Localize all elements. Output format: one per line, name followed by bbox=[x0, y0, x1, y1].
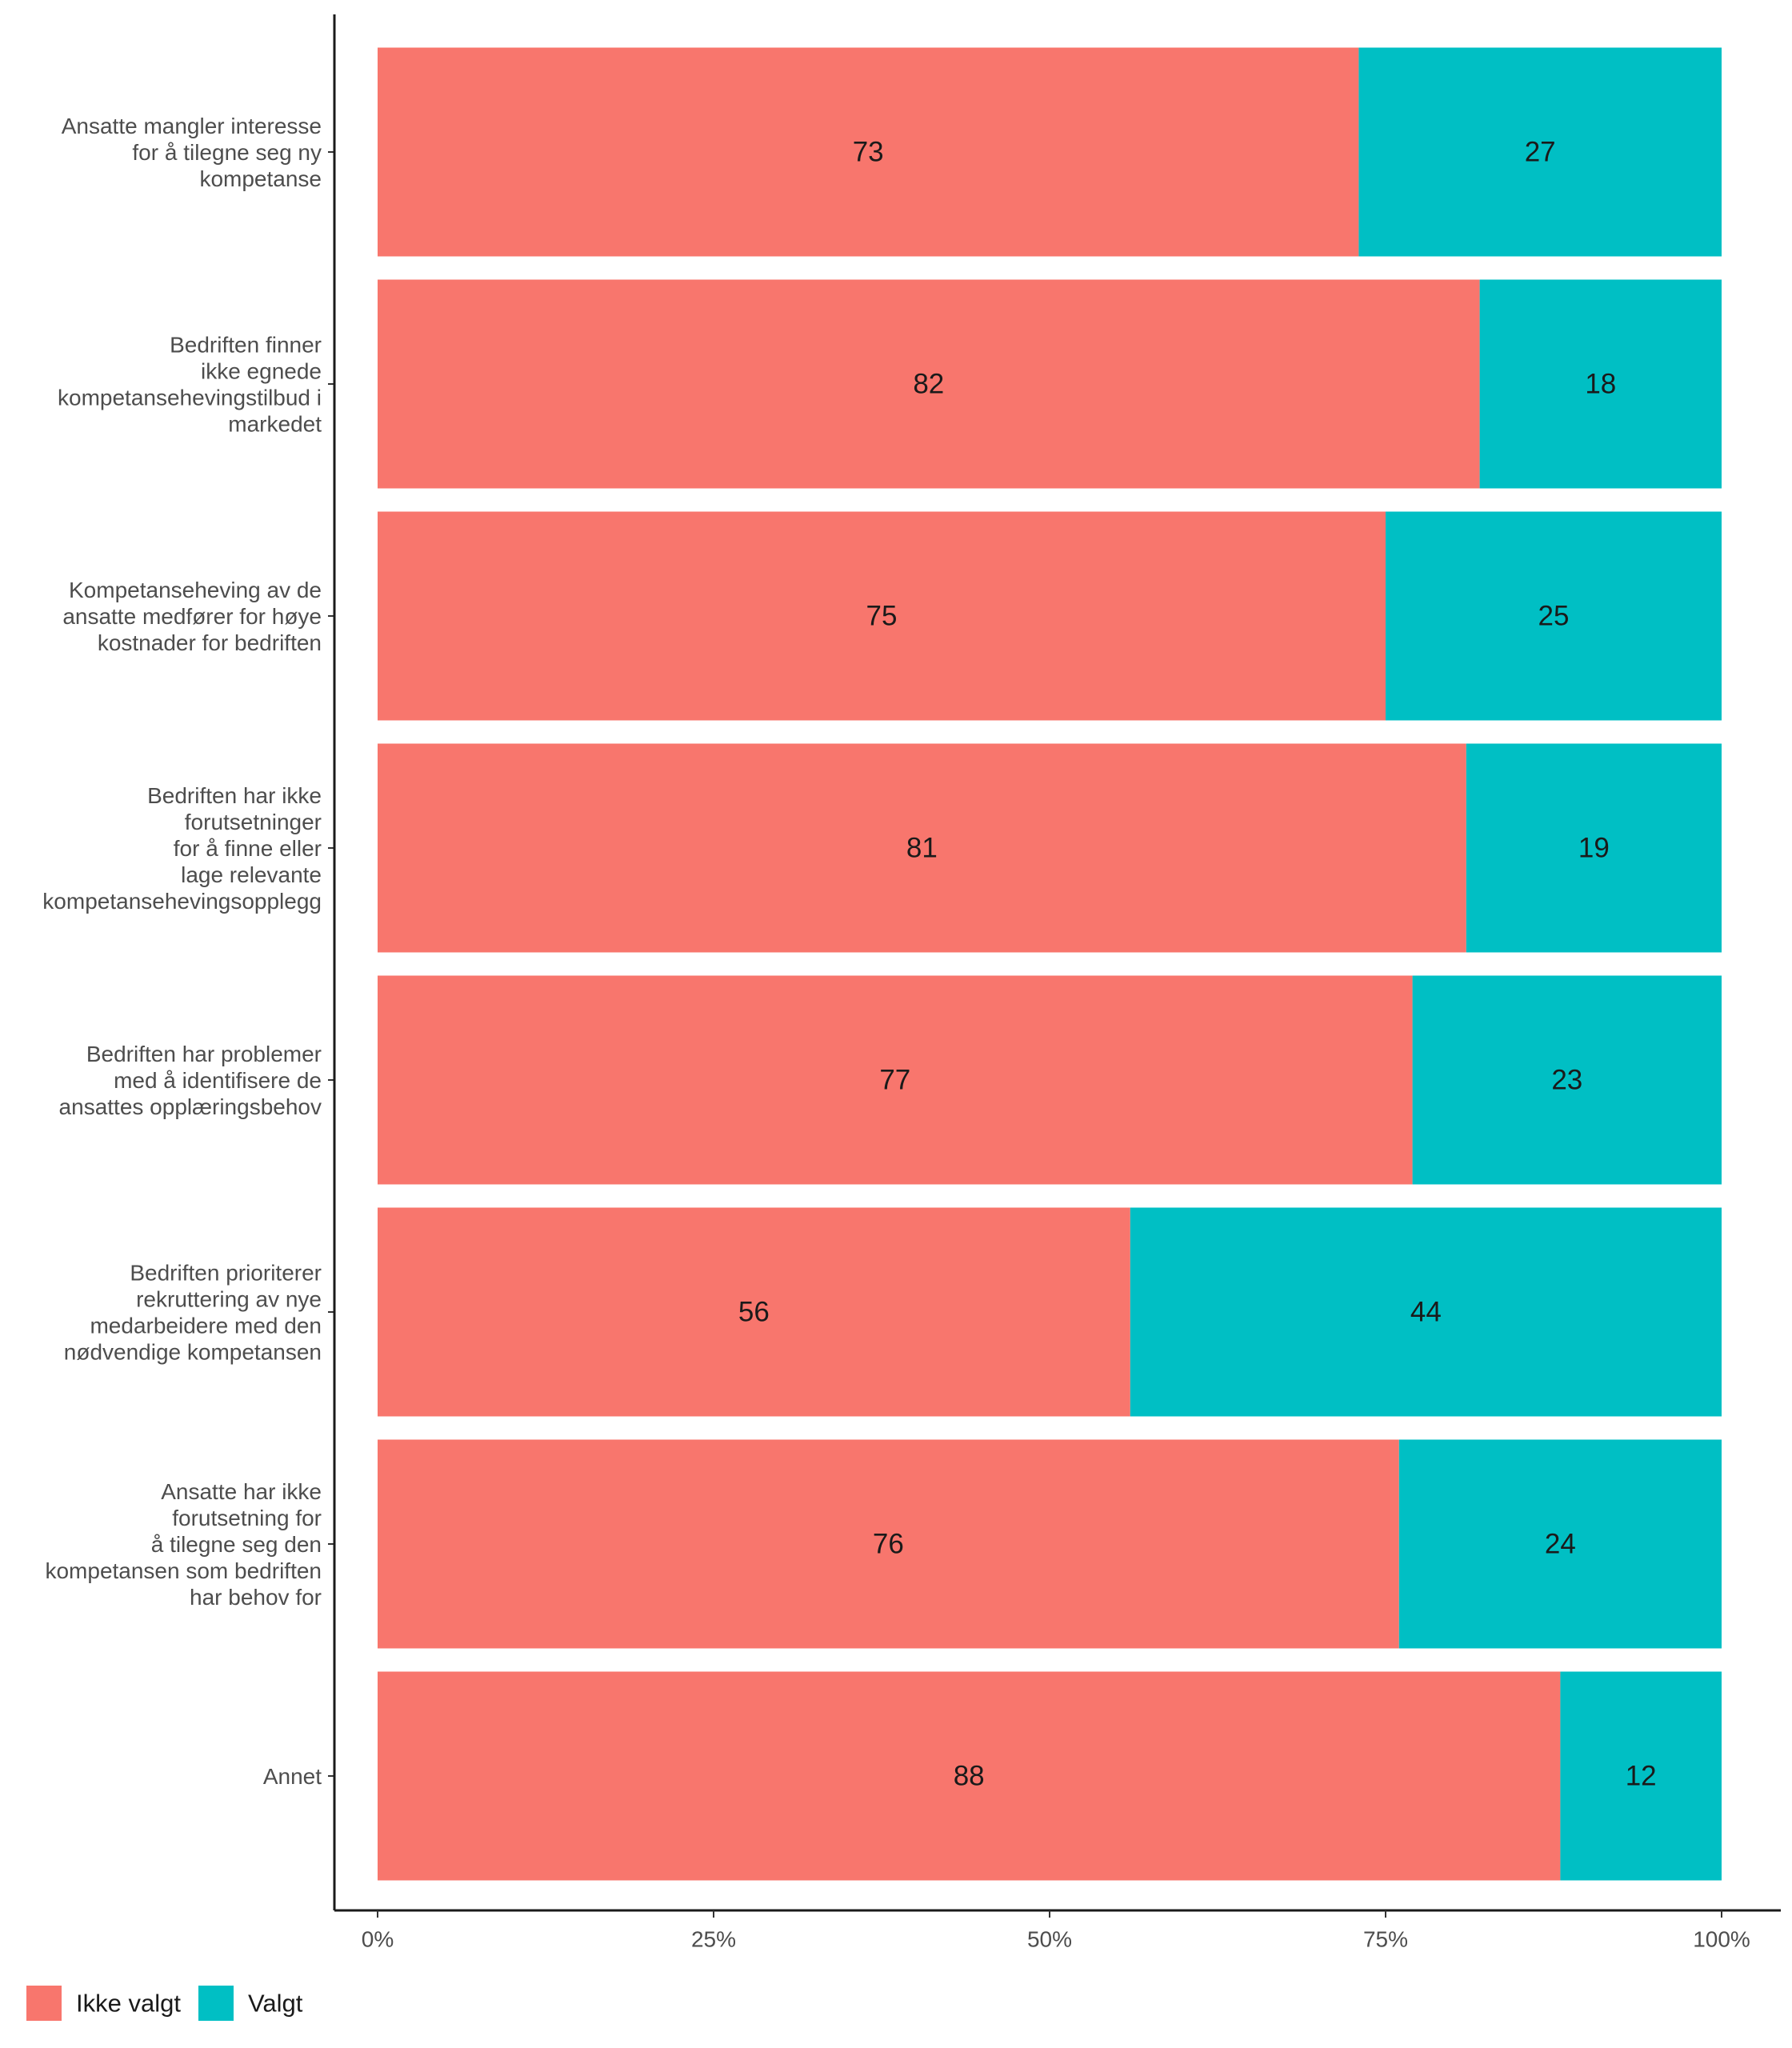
category-label-3: Bedriften har ikke forutsetninger for å fi… bbox=[42, 783, 322, 914]
bar-ikke-valgt-2 bbox=[378, 511, 1386, 721]
legend-swatch-ikke-valgt bbox=[26, 1986, 62, 2021]
data-label-valgt-7: 12 bbox=[1626, 1761, 1657, 1792]
category-label-line: Annet bbox=[263, 1764, 322, 1789]
category-label-line: med å identifisere de bbox=[114, 1068, 322, 1093]
legend-label-ikke-valgt: Ikke valgt bbox=[76, 1990, 181, 2018]
category-label-line: kompetansehevingstilbud i bbox=[58, 385, 322, 410]
category-label-line: har behov for bbox=[190, 1585, 322, 1610]
category-label-4: Bedriften har problemer med å identifiser… bbox=[59, 1042, 322, 1119]
category-label-line: kompetanse bbox=[199, 166, 322, 191]
category-label-line: ikke egnede bbox=[201, 358, 322, 383]
category-label-line: å tilegne seg den bbox=[151, 1532, 322, 1557]
category-label-1: Bedriften finner ikke egnede kompetansehev… bbox=[58, 332, 322, 436]
category-label-line: ansatte medfører for høye bbox=[62, 604, 322, 629]
bars-layer bbox=[378, 47, 1722, 1881]
x-tick-label-4: 100% bbox=[1693, 1927, 1750, 1952]
bar-valgt-7 bbox=[1560, 1671, 1722, 1881]
bar-ikke-valgt-4 bbox=[378, 975, 1413, 1185]
legend: Ikke valgt Valgt bbox=[26, 1986, 303, 2021]
bar-ikke-valgt-7 bbox=[378, 1671, 1561, 1881]
data-label-ikke-valgt-0: 73 bbox=[853, 137, 884, 168]
bar-ikke-valgt-0 bbox=[378, 47, 1359, 257]
category-label-line: medarbeidere med den bbox=[90, 1313, 322, 1338]
data-label-valgt-3: 19 bbox=[1578, 833, 1610, 864]
data-label-ikke-valgt-5: 56 bbox=[738, 1297, 770, 1328]
category-label-5: Bedriften prioriterer rekruttering av nye… bbox=[64, 1260, 322, 1364]
category-label-line: forutsetninger bbox=[185, 810, 322, 834]
legend-label-valgt: Valgt bbox=[248, 1990, 303, 2018]
bar-valgt-5 bbox=[1130, 1207, 1722, 1417]
category-label-line: forutsetning for bbox=[172, 1506, 322, 1530]
data-label-valgt-1: 18 bbox=[1585, 369, 1616, 400]
bar-ikke-valgt-1 bbox=[378, 279, 1480, 489]
category-label-line: Kompetanseheving av de bbox=[69, 578, 322, 602]
category-label-7: Annet bbox=[263, 1764, 322, 1789]
bar-valgt-6 bbox=[1398, 1439, 1722, 1649]
data-label-valgt-5: 44 bbox=[1410, 1297, 1442, 1328]
data-label-ikke-valgt-4: 77 bbox=[879, 1065, 910, 1096]
data-label-valgt-4: 23 bbox=[1551, 1065, 1582, 1096]
category-label-line: lage relevante bbox=[181, 862, 322, 887]
category-label-line: Ansatte mangler interesse bbox=[62, 114, 322, 138]
bar-valgt-3 bbox=[1466, 743, 1722, 953]
legend-swatch-valgt bbox=[198, 1986, 234, 2021]
category-label-line: Ansatte har ikke bbox=[161, 1479, 322, 1504]
category-label-line: for å tilegne seg ny bbox=[132, 140, 322, 165]
bar-valgt-4 bbox=[1412, 975, 1722, 1185]
bar-ikke-valgt-5 bbox=[378, 1207, 1130, 1417]
data-label-valgt-6: 24 bbox=[1545, 1529, 1576, 1560]
data-label-valgt-0: 27 bbox=[1525, 137, 1556, 168]
x-tick-label-1: 25% bbox=[691, 1927, 736, 1952]
category-label-line: kompetansen som bedriften bbox=[45, 1558, 322, 1583]
bar-ikke-valgt-6 bbox=[378, 1439, 1399, 1649]
category-label-line: kostnader for bedriften bbox=[98, 630, 322, 655]
bar-ikke-valgt-3 bbox=[378, 743, 1466, 953]
data-label-valgt-2: 25 bbox=[1538, 601, 1570, 632]
category-label-line: ansattes opplæringsbehov bbox=[59, 1094, 322, 1119]
data-label-ikke-valgt-3: 81 bbox=[906, 833, 938, 864]
category-label-line: Bedriften har ikke bbox=[147, 783, 322, 808]
data-label-ikke-valgt-2: 75 bbox=[866, 601, 898, 632]
category-label-6: Ansatte har ikke forutsetning for å tilegn… bbox=[45, 1479, 322, 1610]
category-label-line: markedet bbox=[228, 411, 322, 436]
bar-valgt-1 bbox=[1479, 279, 1722, 489]
category-label-line: Bedriften har problemer bbox=[86, 1042, 322, 1066]
data-labels-layer: 73 27 82 18 75 25 81 19 77 23 56 44 76 24 88 12 bbox=[738, 137, 1657, 1792]
category-label-line: Bedriften prioriterer bbox=[130, 1260, 322, 1285]
x-tick-label-0: 0% bbox=[362, 1927, 394, 1952]
category-label-2: Kompetanseheving av de ansatte medfører f… bbox=[62, 578, 322, 655]
category-label-line: for å finne eller bbox=[174, 836, 322, 861]
bar-valgt-2 bbox=[1386, 511, 1722, 721]
x-tick-label-2: 50% bbox=[1027, 1927, 1072, 1952]
data-label-ikke-valgt-7: 88 bbox=[954, 1761, 985, 1792]
data-label-ikke-valgt-6: 76 bbox=[873, 1529, 904, 1560]
data-label-ikke-valgt-1: 82 bbox=[913, 369, 944, 400]
category-label-line: rekruttering av nye bbox=[136, 1286, 322, 1311]
category-label-line: kompetansehevingsopplegg bbox=[42, 889, 322, 914]
bar-valgt-0 bbox=[1358, 47, 1722, 257]
category-label-0: Ansatte mangler interesse for å tilegne s… bbox=[62, 114, 322, 191]
axes-layer: Ansatte mangler interesse for å tilegne s… bbox=[42, 14, 1781, 1952]
x-tick-label-3: 75% bbox=[1363, 1927, 1408, 1952]
category-label-line: nødvendige kompetansen bbox=[64, 1339, 322, 1364]
category-label-line: Bedriften finner bbox=[170, 332, 322, 357]
